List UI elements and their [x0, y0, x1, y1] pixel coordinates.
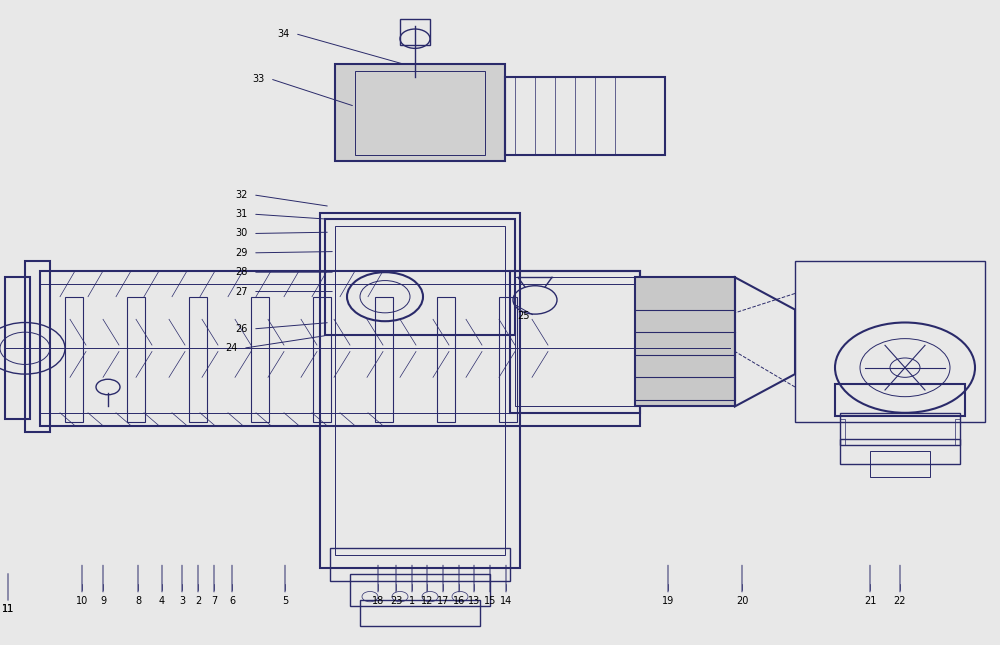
Bar — [320, 213, 520, 568]
Text: 31: 31 — [236, 209, 248, 219]
Bar — [127, 297, 145, 422]
Text: 30: 30 — [236, 228, 248, 239]
Text: 16: 16 — [453, 596, 465, 606]
Text: 15: 15 — [484, 596, 496, 606]
Text: 7: 7 — [211, 596, 217, 606]
Text: 34: 34 — [278, 28, 290, 39]
Bar — [635, 277, 735, 406]
Text: 19: 19 — [662, 596, 674, 606]
Text: 5: 5 — [282, 596, 288, 606]
Bar — [40, 284, 640, 413]
Text: 1: 1 — [409, 596, 415, 606]
Bar — [515, 277, 635, 406]
Text: 28: 28 — [236, 267, 248, 277]
Bar — [189, 297, 207, 422]
Bar — [5, 277, 30, 419]
Bar — [355, 71, 485, 155]
Text: 25: 25 — [518, 311, 530, 321]
Text: 24: 24 — [226, 343, 238, 353]
Bar — [325, 219, 515, 335]
Bar — [510, 271, 640, 413]
Bar — [955, 419, 960, 445]
Text: 11: 11 — [2, 604, 14, 615]
Bar — [40, 271, 640, 426]
Text: 18: 18 — [372, 596, 384, 606]
Text: 23: 23 — [390, 596, 402, 606]
Text: 22: 22 — [894, 596, 906, 606]
Text: 9: 9 — [100, 596, 106, 606]
Bar — [375, 297, 393, 422]
Text: 20: 20 — [736, 596, 748, 606]
Text: 17: 17 — [437, 596, 449, 606]
Bar — [65, 297, 83, 422]
Bar — [400, 19, 430, 45]
Bar — [251, 297, 269, 422]
Text: 29: 29 — [236, 248, 248, 258]
Bar — [840, 439, 960, 464]
Text: 13: 13 — [468, 596, 480, 606]
Bar — [313, 297, 331, 422]
Text: 27: 27 — [236, 286, 248, 297]
Bar — [437, 297, 455, 422]
Text: 26: 26 — [236, 324, 248, 334]
Bar — [499, 297, 517, 422]
Bar — [795, 261, 985, 422]
Bar — [835, 384, 965, 416]
Bar — [25, 261, 50, 432]
Bar — [335, 64, 505, 161]
Bar — [840, 413, 960, 445]
Bar — [360, 600, 480, 626]
Bar — [330, 548, 510, 580]
Bar — [505, 77, 665, 155]
Text: 6: 6 — [229, 596, 235, 606]
Text: 12: 12 — [421, 596, 433, 606]
Text: 2: 2 — [195, 596, 201, 606]
Bar — [350, 574, 490, 606]
Bar — [335, 226, 505, 555]
Text: 4: 4 — [159, 596, 165, 606]
Text: 32: 32 — [236, 190, 248, 200]
Text: 21: 21 — [864, 596, 876, 606]
Text: 3: 3 — [179, 596, 185, 606]
Bar — [840, 419, 845, 445]
Text: 10: 10 — [76, 596, 88, 606]
Text: 33: 33 — [253, 74, 265, 84]
Text: 11: 11 — [2, 604, 14, 615]
Text: 14: 14 — [500, 596, 512, 606]
Bar — [870, 451, 930, 477]
Text: 8: 8 — [135, 596, 141, 606]
